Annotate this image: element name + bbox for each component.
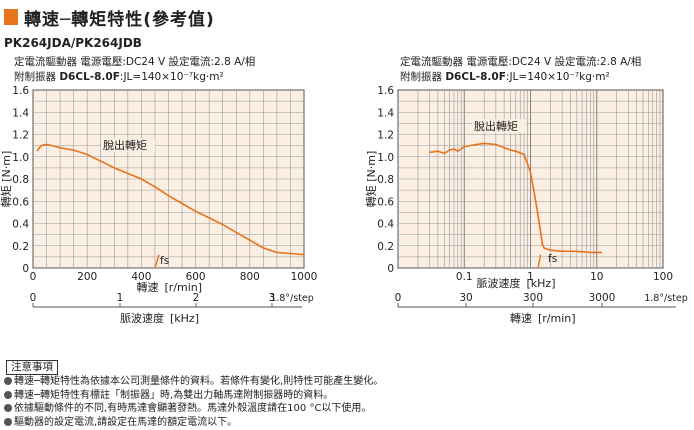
secondary-tick-label: 300 <box>523 292 543 304</box>
pullout-torque-curve <box>36 143 305 256</box>
x-tick-label: 800 <box>240 271 260 283</box>
y-tick-label: 1.2 <box>377 130 394 142</box>
secondary-tick-label: 2 <box>193 292 200 304</box>
bullet-icon <box>4 404 12 412</box>
conditions-right: 定電流驅動器 電源電壓:DC24 V 設定電流:2.8 A/相 附制振器 D6C… <box>400 55 641 85</box>
annotation-bg <box>472 119 526 133</box>
damper-model: D6CL-8.0F <box>59 71 120 83</box>
bullet-icon <box>4 377 12 385</box>
step-angle-label: 1.8°/step <box>644 293 688 304</box>
y-tick-label: 1.6 <box>12 85 29 97</box>
y-tick-label: 0.6 <box>377 196 394 208</box>
note-text: 驅動器的設定電流,請設定在馬達的額定電流以下。 <box>14 416 238 428</box>
inertia-value: :JL=140×10⁻⁷kg·m² <box>505 71 610 83</box>
secondary-tick-label: 0 <box>30 292 37 304</box>
y-tick-label: 0 <box>387 263 394 275</box>
conditions-line1: 定電流驅動器 電源電壓:DC24 V 設定電流:2.8 A/相 <box>14 56 256 68</box>
note-text: 依據驅動條件的不同,有時馬達會顯著發熱。馬達外殼溫度請在100 °C以下使用。 <box>14 403 372 414</box>
y-tick-label: 0.2 <box>12 241 29 253</box>
damper-label: 附制振器 <box>14 71 60 83</box>
y-tick-label: 1.4 <box>12 107 29 119</box>
y-tick-label: 0 <box>22 263 29 275</box>
fs-marker <box>154 254 160 269</box>
y-tick-label: 1.4 <box>377 107 394 119</box>
note-item: 轉速─轉矩特性為依據本公司測量條件的資料。若條件有變化,則特性可能產生變化。 <box>4 375 383 389</box>
y-tick-label: 1.2 <box>12 130 29 142</box>
bullet-icon <box>4 390 12 399</box>
pullout-torque-label: 脫出轉矩 <box>474 119 518 133</box>
y-tick-label: 0.4 <box>12 219 29 231</box>
x-tick-label: 600 <box>186 271 206 283</box>
bullet-icon <box>4 417 12 426</box>
y-tick-label: 1.6 <box>377 85 394 97</box>
y-axis-label: 轉矩 [N·m] <box>0 151 13 208</box>
model-name: PK264JDA/PK264JDB <box>4 36 142 50</box>
secondary-axis-unit: [r/min] <box>538 312 576 325</box>
fs-marker <box>537 254 542 269</box>
note-text: 轉速─轉矩特性有標註「制振器」時,為雙出力軸馬達附制振器時的資料。 <box>14 389 334 401</box>
note-item: 轉速─轉矩特性有標註「制振器」時,為雙出力軸馬達附制振器時的資料。 <box>4 389 383 403</box>
x-axis-unit: [r/min] <box>165 281 203 294</box>
y-tick-label: 1.0 <box>12 152 29 164</box>
x-axis-unit: [kHz] <box>527 277 556 290</box>
x-axis-label: 脈波速度 <box>477 276 521 290</box>
y-tick-label: 0.8 <box>12 174 29 186</box>
y-tick-label: 0.8 <box>377 174 394 186</box>
notes-list: 轉速─轉矩特性為依據本公司測量條件的資料。若條件有變化,則特性可能產生變化。 轉速… <box>4 375 383 429</box>
damper-label: 附制振器 <box>400 71 446 83</box>
charts-svg: 00.20.40.60.81.01.21.41.60 200 400 600 800 10… <box>0 85 688 325</box>
notes-title: 注意事項 <box>6 360 58 375</box>
annotation-bg <box>101 138 155 152</box>
secondary-tick-label: 1 <box>117 292 124 304</box>
y-axis-label: 轉矩 [N·m] <box>365 151 378 208</box>
notes: 注意事項 轉速─轉矩特性為依據本公司測量條件的資料。若條件有變化,則特性可能產生… <box>4 360 383 429</box>
conditions-left: 定電流驅動器 電源電壓:DC24 V 設定電流:2.8 A/相 附制振器 D6C… <box>14 55 255 85</box>
x-tick-label: 10 <box>590 271 603 283</box>
title-bar: 轉速─轉矩特性(參考值) <box>4 6 215 30</box>
damper-model: D6CL-8.0F <box>445 71 506 83</box>
y-tick-label: 0.4 <box>377 219 394 231</box>
y-tick-label: 1.0 <box>377 152 394 164</box>
secondary-tick-label: 3000 <box>589 292 616 304</box>
secondary-axis-label: 轉速 <box>510 312 532 325</box>
pullout-torque-curve <box>429 142 602 254</box>
conditions-line1: 定電流驅動器 電源電壓:DC24 V 設定電流:2.8 A/相 <box>400 56 642 68</box>
secondary-axis-label: 脈波速度 <box>120 311 164 325</box>
x-tick-label: 0 <box>30 271 37 283</box>
x-tick-label: 400 <box>131 271 151 283</box>
inertia-value: :JL=140×10⁻⁷kg·m² <box>119 71 224 83</box>
note-item: 驅動器的設定電流,請設定在馬達的額定電流以下。 <box>4 416 383 430</box>
fs-label: fs <box>548 253 557 265</box>
y-tick-label: 0.6 <box>12 196 29 208</box>
title-square-icon <box>4 9 18 25</box>
x-tick-label: 1000 <box>291 271 318 283</box>
conditions-line2: 附制振器 D6CL-8.0F:JL=140×10⁻⁷kg·m² <box>14 70 255 85</box>
secondary-tick-label: 0 <box>395 292 402 304</box>
x-tick-label: 100 <box>653 271 673 283</box>
pullout-torque-label: 脫出轉矩 <box>103 138 147 152</box>
x-tick-label: 200 <box>77 271 97 283</box>
secondary-tick-label: 3 <box>269 292 276 304</box>
secondary-tick-label: 30 <box>459 292 472 304</box>
x-tick-label: 0.1 <box>456 271 473 283</box>
fs-label: fs <box>160 255 169 267</box>
step-angle-label: 1.8°/step <box>270 293 314 304</box>
secondary-axis-unit: [kHz] <box>170 312 199 325</box>
x-axis-label: 轉速 <box>137 281 159 294</box>
note-item: 依據驅動條件的不同,有時馬達會顯著發熱。馬達外殼溫度請在100 °C以下使用。 <box>4 402 383 416</box>
conditions-line2: 附制振器 D6CL-8.0F:JL=140×10⁻⁷kg·m² <box>400 70 641 85</box>
y-tick-label: 0.2 <box>377 241 394 253</box>
note-text: 轉速─轉矩特性為依據本公司測量條件的資料。若條件有變化,則特性可能產生變化。 <box>14 376 384 387</box>
x-tick-label: 1 <box>527 271 534 283</box>
page-title: 轉速─轉矩特性(參考值) <box>24 9 215 30</box>
